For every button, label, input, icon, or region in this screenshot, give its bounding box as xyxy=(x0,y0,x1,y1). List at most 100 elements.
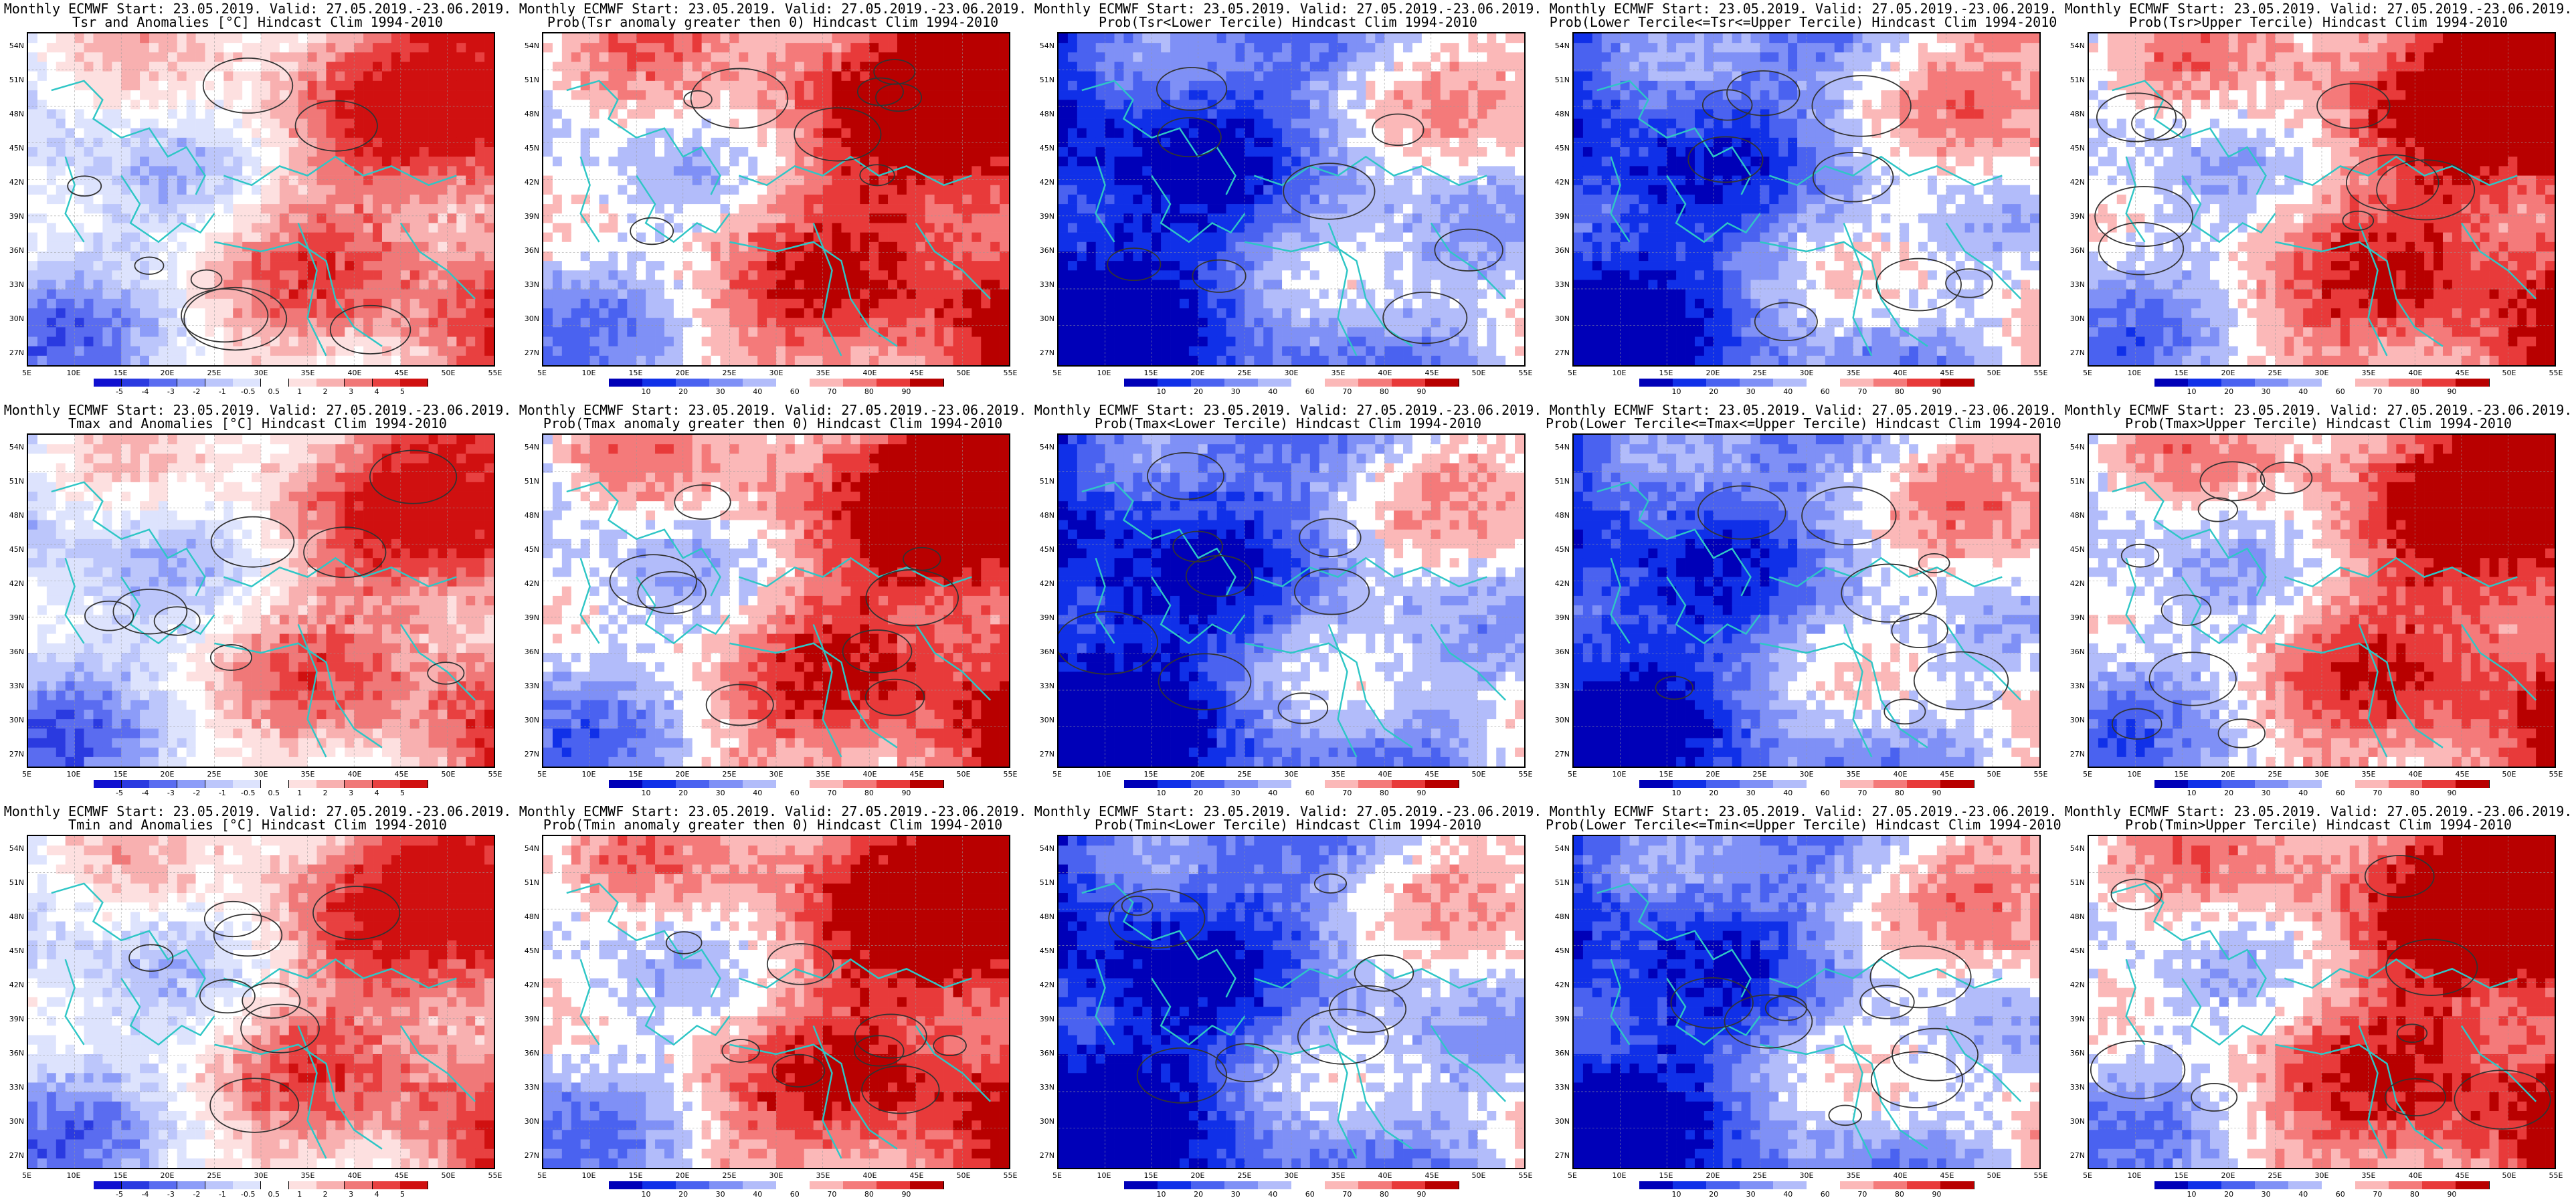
longitude-label: 45E xyxy=(391,369,411,377)
longitude-label: 10E xyxy=(64,1171,84,1180)
colorbar-tick-label: 30 xyxy=(711,1190,731,1199)
colorbar-swatch xyxy=(1840,379,1874,387)
longitude-label: 25E xyxy=(1234,770,1255,779)
longitude-label: 35E xyxy=(1328,369,1348,377)
forecast-map-panel-r1c2: Monthly ECMWF Start: 23.05.2019. Valid: … xyxy=(515,0,1030,401)
colorbar-swatch xyxy=(2255,1181,2289,1189)
longitude-label: 35E xyxy=(1843,770,1863,779)
longitude-label: 30E xyxy=(251,770,271,779)
colorbar-tick-label: 90 xyxy=(1411,789,1431,797)
latitude-label: 27N xyxy=(2066,1151,2085,1160)
longitude-label: 35E xyxy=(298,1171,318,1180)
colorbar-swatch xyxy=(288,780,317,788)
colorbar-swatch xyxy=(1673,780,1707,788)
latitude-label: 48N xyxy=(521,912,539,921)
longitude-label: 25E xyxy=(204,770,224,779)
latitude-label: 33N xyxy=(521,280,539,289)
longitude-label: 40E xyxy=(1375,1171,1395,1180)
panel-title-line-1: Monthly ECMWF Start: 23.05.2019. Valid: … xyxy=(1030,804,1546,819)
colorbar-swatch xyxy=(177,780,206,788)
field-map xyxy=(1059,836,1524,1168)
longitude-label: 15E xyxy=(110,369,130,377)
latitude-label: 54N xyxy=(2066,443,2085,452)
colorbar-swatch xyxy=(2221,780,2256,788)
longitude-label: 50E xyxy=(1469,770,1489,779)
panel-title-line-1: Monthly ECMWF Start: 23.05.2019. Valid: … xyxy=(0,804,515,819)
forecast-map-panel-r1c3: Monthly ECMWF Start: 23.05.2019. Valid: … xyxy=(1030,0,1546,401)
latitude-label: 33N xyxy=(1036,280,1054,289)
colorbar-swatch xyxy=(1158,379,1192,387)
colorbar-tick-label: 20 xyxy=(673,387,693,396)
longitude-label: 40E xyxy=(1890,1171,1910,1180)
longitude-label: 30E xyxy=(766,770,786,779)
longitude-label: 20E xyxy=(1188,770,1208,779)
colorbar-swatch xyxy=(1392,1181,1426,1189)
panel-title-line-2: Tmax and Anomalies [°C] Hindcast Clim 19… xyxy=(0,416,515,431)
panel-title-line-1: Monthly ECMWF Start: 23.05.2019. Valid: … xyxy=(0,1,515,16)
latitude-label: 36N xyxy=(521,246,539,255)
colorbar-tick-label: 10 xyxy=(1152,387,1172,396)
latitude-label: 33N xyxy=(5,280,24,289)
longitude-label: 45E xyxy=(907,1171,927,1180)
latitude-label: 48N xyxy=(521,511,539,520)
colorbar-swatch xyxy=(205,780,234,788)
latitude-label: 36N xyxy=(1036,246,1054,255)
colorbar-tick-label: 2 xyxy=(315,1190,335,1199)
colorbar-swatch xyxy=(2389,379,2423,387)
colorbar-tick-label: -4 xyxy=(135,1190,155,1199)
colorbar-tick-label: -0.5 xyxy=(238,387,258,396)
colorbar-tick-label: 40 xyxy=(1778,387,1798,396)
latitude-label: 51N xyxy=(5,477,24,486)
latitude-label: 39N xyxy=(1036,212,1054,221)
latitude-label: 45N xyxy=(1551,946,1570,955)
longitude-label: 15E xyxy=(1656,770,1676,779)
colorbar-swatch xyxy=(2221,1181,2256,1189)
longitude-label: 30E xyxy=(2312,1171,2332,1180)
longitude-label: 10E xyxy=(1609,770,1629,779)
longitude-label: 50E xyxy=(1469,1171,1489,1180)
latitude-label: 42N xyxy=(1036,981,1054,989)
latitude-label: 48N xyxy=(1036,110,1054,118)
colorbar-swatch xyxy=(233,379,262,387)
colorbar-swatch xyxy=(609,379,643,387)
colorbar-swatch xyxy=(177,1181,206,1189)
colorbar-tick-label: 10 xyxy=(2182,387,2202,396)
latitude-label: 48N xyxy=(1036,912,1054,921)
colorbar-tick-label: -3 xyxy=(161,789,181,797)
colorbar-swatch xyxy=(2389,1181,2423,1189)
map-area xyxy=(27,835,495,1169)
latitude-label: 45N xyxy=(2066,946,2085,955)
forecast-map-panel-r1c1: Monthly ECMWF Start: 23.05.2019. Valid: … xyxy=(0,0,515,401)
colorbar-swatch xyxy=(1392,780,1426,788)
colorbar-swatch xyxy=(2355,1181,2389,1189)
longitude-label: 5E xyxy=(532,369,552,377)
colorbar-swatch xyxy=(2422,1181,2456,1189)
longitude-label: 25E xyxy=(1234,1171,1255,1180)
colorbar-swatch xyxy=(676,379,710,387)
latitude-label: 42N xyxy=(2066,178,2085,187)
latitude-label: 30N xyxy=(1551,716,1570,724)
colorbar-tick-label: 90 xyxy=(1411,1190,1431,1199)
colorbar-tick-label: 90 xyxy=(1926,387,1946,396)
latitude-label: 30N xyxy=(1036,314,1054,323)
latitude-label: 51N xyxy=(521,477,539,486)
longitude-label: 15E xyxy=(1656,1171,1676,1180)
longitude-label: 5E xyxy=(1047,369,1067,377)
panel-title-line-2: Prob(Tmin<Lower Tercile) Hindcast Clim 1… xyxy=(1030,817,1546,832)
panel-title-line-1: Monthly ECMWF Start: 23.05.2019. Valid: … xyxy=(0,403,515,417)
colorbar-tick-label: 60 xyxy=(1300,1190,1320,1199)
longitude-label: 20E xyxy=(2218,1171,2238,1180)
colorbar-swatch xyxy=(676,1181,710,1189)
field-map xyxy=(543,435,1009,767)
panel-title-line-1: Monthly ECMWF Start: 23.05.2019. Valid: … xyxy=(2061,403,2576,417)
longitude-label: 35E xyxy=(1843,369,1863,377)
colorbar-tick-label: 20 xyxy=(1704,387,1724,396)
colorbar-swatch xyxy=(2188,379,2222,387)
longitude-label: 20E xyxy=(157,770,177,779)
colorbar-swatch xyxy=(810,1181,844,1189)
latitude-label: 51N xyxy=(521,878,539,887)
colorbar-swatch xyxy=(910,1181,944,1189)
colorbar-tick-label: 30 xyxy=(2256,1190,2276,1199)
longitude-label: 50E xyxy=(1984,1171,2004,1180)
latitude-label: 45N xyxy=(5,144,24,153)
